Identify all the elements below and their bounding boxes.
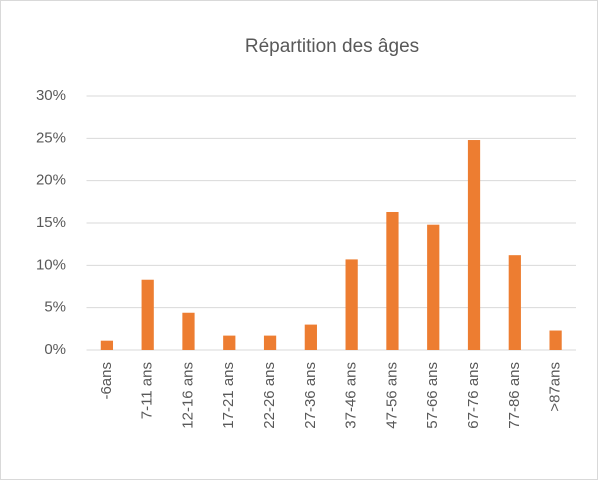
y-tick-label: 15% bbox=[36, 214, 66, 231]
bar bbox=[427, 224, 440, 350]
x-tick-label: 17-21 ans bbox=[220, 362, 237, 429]
x-tick-label: 47-56 ans bbox=[383, 362, 400, 429]
chart-title: Répartition des âges bbox=[245, 36, 419, 57]
y-tick-label: 20% bbox=[36, 172, 66, 189]
x-tick-label: >87ans bbox=[547, 362, 564, 412]
bar bbox=[549, 330, 562, 350]
bar bbox=[386, 211, 399, 350]
bar bbox=[182, 312, 195, 350]
x-tick-label: 57-66 ans bbox=[424, 362, 441, 429]
bar bbox=[508, 255, 521, 350]
x-tick-label: -6ans bbox=[98, 362, 115, 400]
bar bbox=[345, 259, 358, 350]
bar bbox=[467, 140, 481, 350]
bar bbox=[263, 335, 277, 350]
bar bbox=[100, 340, 114, 350]
x-tick-label: 7-11 ans bbox=[139, 362, 156, 419]
bar bbox=[304, 324, 317, 350]
x-tick-label: 22-26 ans bbox=[261, 362, 278, 429]
x-tick-label: 77-86 ans bbox=[506, 362, 523, 429]
bar bbox=[141, 279, 154, 350]
bar bbox=[223, 335, 236, 350]
y-tick-label: 5% bbox=[44, 299, 66, 316]
x-tick-label: 27-36 ans bbox=[302, 362, 319, 429]
y-tick-label: 10% bbox=[36, 256, 66, 273]
x-tick-label: 67-76 ans bbox=[465, 362, 482, 429]
y-tick-label: 30% bbox=[36, 87, 66, 104]
x-tick-label: 12-16 ans bbox=[179, 362, 196, 429]
x-tick-label: 37-46 ans bbox=[343, 362, 360, 429]
y-tick-label: 25% bbox=[36, 129, 66, 146]
y-tick-label: 0% bbox=[44, 341, 66, 358]
